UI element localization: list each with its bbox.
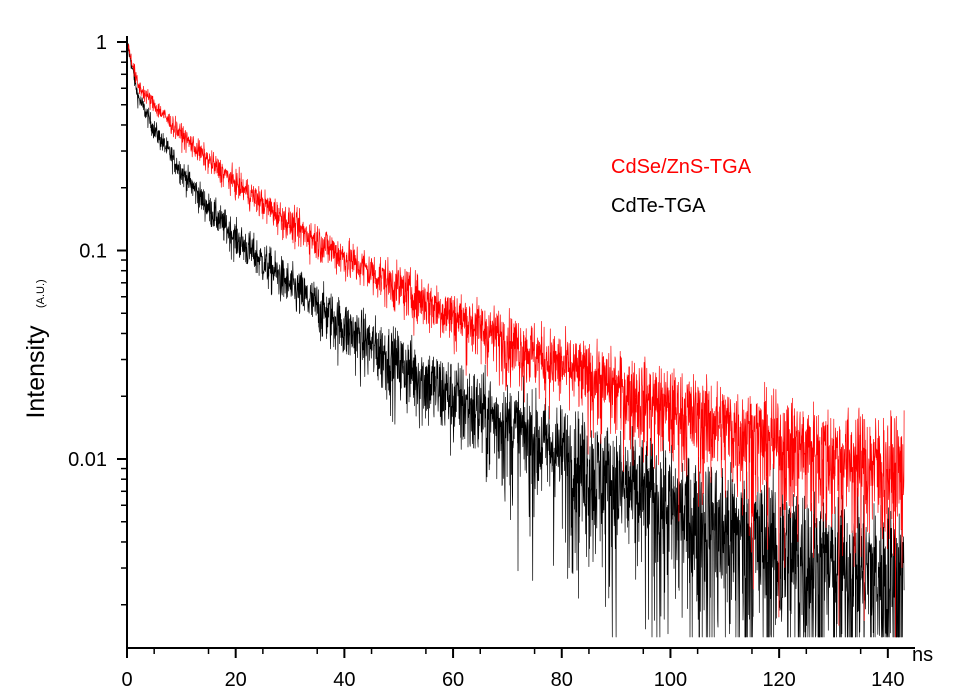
y-tick-label: 1 (96, 32, 107, 54)
axes (126, 36, 915, 649)
ticks: 0 20 40 60 80 100 120 140 1 0.1 0.01 (68, 32, 904, 691)
plot-area (126, 38, 905, 638)
x-tick-label: 100 (654, 669, 687, 691)
x-tick-label: 40 (333, 669, 355, 691)
x-tick-label: 120 (762, 669, 795, 691)
x-tick-label: 20 (225, 669, 247, 691)
y-axis-label: Intensity (22, 325, 50, 419)
y-tick-label: 0.1 (79, 241, 107, 263)
y-axis-title: Intensity (A.U.) (22, 279, 50, 418)
x-tick-label: 0 (121, 669, 132, 691)
x-tick-label: 80 (551, 669, 573, 691)
series-line-cdte-tga (126, 38, 905, 638)
x-axis-label: ns (912, 644, 933, 666)
legend-cdse-zns-tga: CdSe/ZnS-TGA (611, 156, 752, 178)
y-tick-label: 0.01 (68, 449, 107, 471)
series-line-cdse-zns-tga (126, 43, 905, 638)
legend: CdSe/ZnS-TGA CdTe-TGA (611, 156, 752, 217)
y-axis-unit: (A.U.) (35, 279, 47, 308)
x-tick-label: 140 (871, 669, 904, 691)
legend-cdte-tga: CdTe-TGA (611, 195, 706, 217)
x-tick-label: 60 (442, 669, 464, 691)
